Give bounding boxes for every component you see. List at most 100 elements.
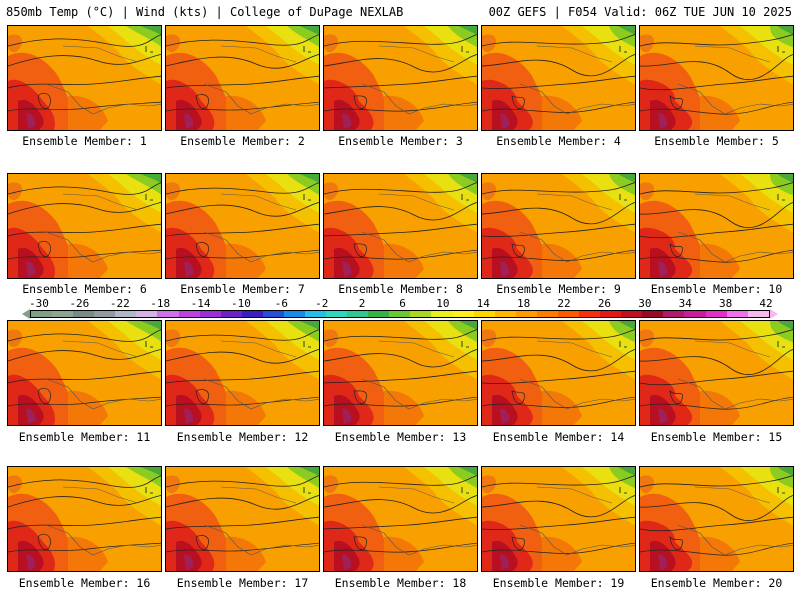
colorbar-swatch [747, 311, 769, 317]
ensemble-member-label: Ensemble Member: 1 [22, 134, 147, 148]
colorbar-swatch [557, 311, 580, 317]
colorbar-tick-label: 26 [597, 297, 612, 310]
ensemble-member-label: Ensemble Member: 9 [496, 282, 621, 296]
colorbar-tick-label: 22 [557, 297, 571, 310]
colorbar-swatch [642, 311, 664, 317]
temperature-map [166, 174, 319, 278]
colorbar-tick-label: 18 [517, 297, 531, 310]
temperature-map [482, 321, 635, 425]
temperature-map [324, 321, 477, 425]
ensemble-member-label: Ensemble Member: 14 [492, 430, 625, 444]
colorbar-swatch [705, 311, 727, 317]
ensemble-map-panel [639, 320, 794, 426]
run-info: 00Z GEFS | F054 Valid: 06Z TUE JUN 10 20… [488, 5, 792, 19]
ensemble-map-panel [323, 173, 478, 279]
colorbar-tick-label: -10 [231, 297, 251, 310]
colorbar-tick-label: 2 [358, 297, 366, 310]
ensemble-member-label: Ensemble Member: 13 [334, 430, 467, 444]
colorbar-swatch [220, 311, 242, 317]
ensemble-map-panel [323, 320, 478, 426]
ensemble-map-panel [639, 25, 794, 131]
colorbar-swatch [52, 311, 74, 317]
ensemble-map-panel [165, 320, 320, 426]
colorbar-swatch [494, 311, 516, 317]
ensemble-member-label: Ensemble Member: 11 [18, 430, 151, 444]
temperature-map [8, 174, 161, 278]
ensemble-member-label: Ensemble Member: 10 [650, 282, 783, 296]
colorbar-tick-label: 30 [638, 297, 652, 310]
colorbar-tick-label: -26 [69, 297, 90, 310]
temperature-map [482, 26, 635, 130]
ensemble-map-panel [481, 173, 636, 279]
ensemble-map-panel [323, 466, 478, 572]
ensemble-map-panel [7, 320, 162, 426]
colorbar-swatch [305, 311, 327, 317]
temperature-map [482, 174, 635, 278]
colorbar-swatch [347, 311, 369, 317]
ensemble-map-panel [7, 173, 162, 279]
colorbar-tick-label: -2 [315, 297, 329, 310]
colorbar-swatch [241, 311, 263, 317]
ensemble-map-panel [481, 466, 636, 572]
temperature-map [166, 321, 319, 425]
ensemble-member-label: Ensemble Member: 19 [492, 576, 625, 590]
colorbar-swatch [326, 311, 348, 317]
colorbar-swatch [431, 311, 453, 317]
colorbar-tick-label: 34 [678, 297, 692, 310]
ensemble-member-label: Ensemble Member: 5 [654, 134, 779, 148]
ensemble-member-label: Ensemble Member: 17 [176, 576, 309, 590]
colorbar-swatch [73, 311, 95, 317]
temperature-map [324, 26, 477, 130]
colorbar-swatch [262, 311, 284, 317]
colorbar-swatch [31, 311, 53, 317]
colorbar-swatch [157, 311, 179, 317]
temperature-colorbar [30, 310, 770, 318]
ensemble-map-panel [481, 320, 636, 426]
colorbar-swatch [115, 311, 137, 317]
colorbar-tick-label: 6 [399, 297, 406, 310]
ensemble-member-label: Ensemble Member: 12 [176, 430, 309, 444]
colorbar-swatch [600, 311, 622, 317]
colorbar-swatch [663, 311, 685, 317]
colorbar-swatch [684, 311, 706, 317]
ensemble-member-label: Ensemble Member: 3 [338, 134, 463, 148]
ensemble-member-label: Ensemble Member: 4 [496, 134, 621, 148]
colorbar-swatch [136, 311, 158, 317]
ensemble-member-label: Ensemble Member: 20 [650, 576, 783, 590]
colorbar-swatch [473, 311, 495, 317]
colorbar-tick-label: -6 [274, 297, 288, 310]
ensemble-map-panel [639, 466, 794, 572]
colorbar-tick-label: -22 [109, 297, 130, 310]
temperature-map [166, 467, 319, 571]
ensemble-map-panel [7, 466, 162, 572]
temperature-map [482, 467, 635, 571]
temperature-map [640, 467, 793, 571]
ensemble-map-panel [165, 466, 320, 572]
ensemble-member-label: Ensemble Member: 6 [22, 282, 147, 296]
colorbar-swatch [368, 311, 390, 317]
colorbar-tick-label: -30 [29, 297, 49, 310]
colorbar-tick-label: 14 [476, 297, 490, 310]
ensemble-map-panel [323, 25, 478, 131]
temperature-map [166, 26, 319, 130]
colorbar-tick-label: 38 [718, 297, 733, 310]
colorbar-tick-label: -14 [190, 297, 211, 310]
colorbar-tick-label: -18 [150, 297, 171, 310]
ensemble-member-label: Ensemble Member: 15 [650, 430, 783, 444]
colorbar-swatch [410, 311, 432, 317]
colorbar-swatch [178, 311, 200, 317]
colorbar-swatch [579, 311, 601, 317]
map-title: 850mb Temp (°C) | Wind (kts) | College o… [6, 5, 404, 19]
colorbar-swatch [389, 311, 411, 317]
ensemble-member-label: Ensemble Member: 7 [180, 282, 305, 296]
ensemble-map-panel [639, 173, 794, 279]
colorbar-max-arrow [770, 309, 778, 319]
colorbar-tick-label: 42 [759, 297, 773, 310]
colorbar-tick-label: 10 [436, 297, 450, 310]
colorbar-swatch [452, 311, 474, 317]
ensemble-member-label: Ensemble Member: 18 [334, 576, 467, 590]
ensemble-member-label: Ensemble Member: 8 [338, 282, 463, 296]
colorbar-swatch [283, 311, 306, 317]
colorbar-swatch [726, 311, 748, 317]
temperature-map [324, 467, 477, 571]
